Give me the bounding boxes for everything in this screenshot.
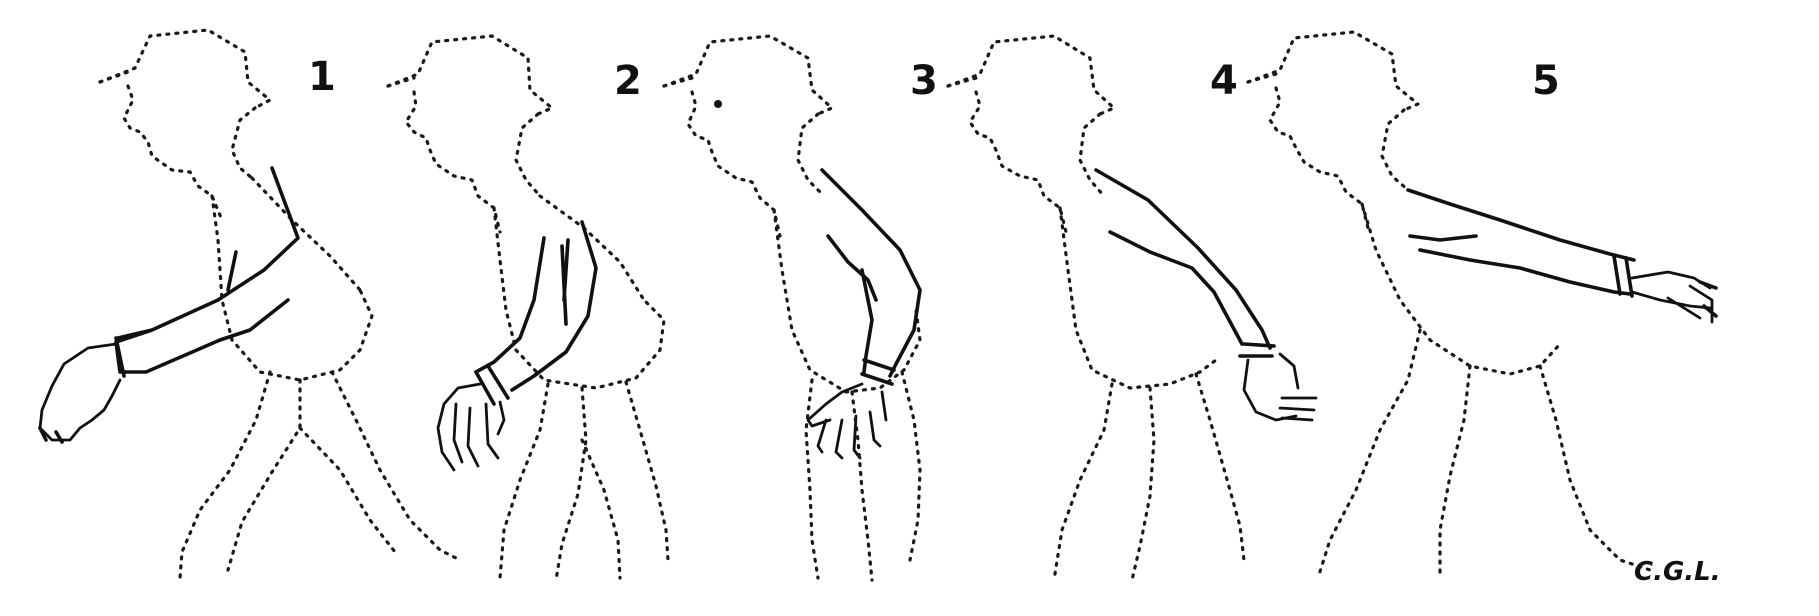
frame-number-5: 5	[1532, 58, 1560, 104]
figure-1-face	[122, 84, 224, 222]
figure-4	[946, 34, 1318, 582]
figure-1-legs	[178, 370, 462, 580]
frame-number-4: 4	[1210, 58, 1238, 104]
frame-number-2: 2	[614, 58, 642, 104]
figure-5-arm	[1406, 188, 1636, 296]
figure-1-hat	[98, 28, 272, 110]
figure-4-arm	[1094, 168, 1272, 350]
figure-5	[1246, 30, 1718, 580]
figure-2	[386, 34, 670, 582]
figure-4-legs	[1052, 372, 1246, 582]
figure-2-legs	[498, 380, 670, 582]
figure-3	[662, 34, 922, 582]
figure-4-hand	[1242, 352, 1318, 422]
figure-1	[38, 28, 462, 580]
figure-1-torso	[210, 194, 374, 382]
figure-2-hand	[436, 382, 506, 472]
figure-3-face	[686, 90, 782, 238]
figure-4-torso	[1058, 206, 1218, 390]
figure-5-legs	[1316, 328, 1652, 580]
figure-3-arm	[820, 168, 922, 378]
figure-2-torso	[492, 206, 666, 390]
figure-3-torso	[772, 208, 922, 394]
figure-4-face	[968, 90, 1068, 234]
frame-number-1: 1	[308, 54, 336, 100]
figure-4-hat	[946, 34, 1116, 116]
figure-3-eye	[714, 100, 722, 108]
figure-2-arm	[510, 220, 598, 392]
figure-5-torso	[1360, 202, 1562, 376]
figure-3-legs	[804, 370, 922, 582]
figure-5-hand	[1630, 270, 1714, 324]
artist-signature: C.G.L.	[1634, 557, 1721, 587]
figure-2-hat	[386, 34, 554, 116]
figure-2-face	[404, 90, 502, 234]
figure-3-hat	[662, 34, 834, 116]
figure-1-hand	[38, 342, 122, 442]
frame-number-3: 3	[910, 58, 938, 104]
figure-3-hand	[806, 382, 888, 460]
figure-5-face	[1268, 86, 1370, 230]
figure-5-hat	[1246, 30, 1420, 112]
